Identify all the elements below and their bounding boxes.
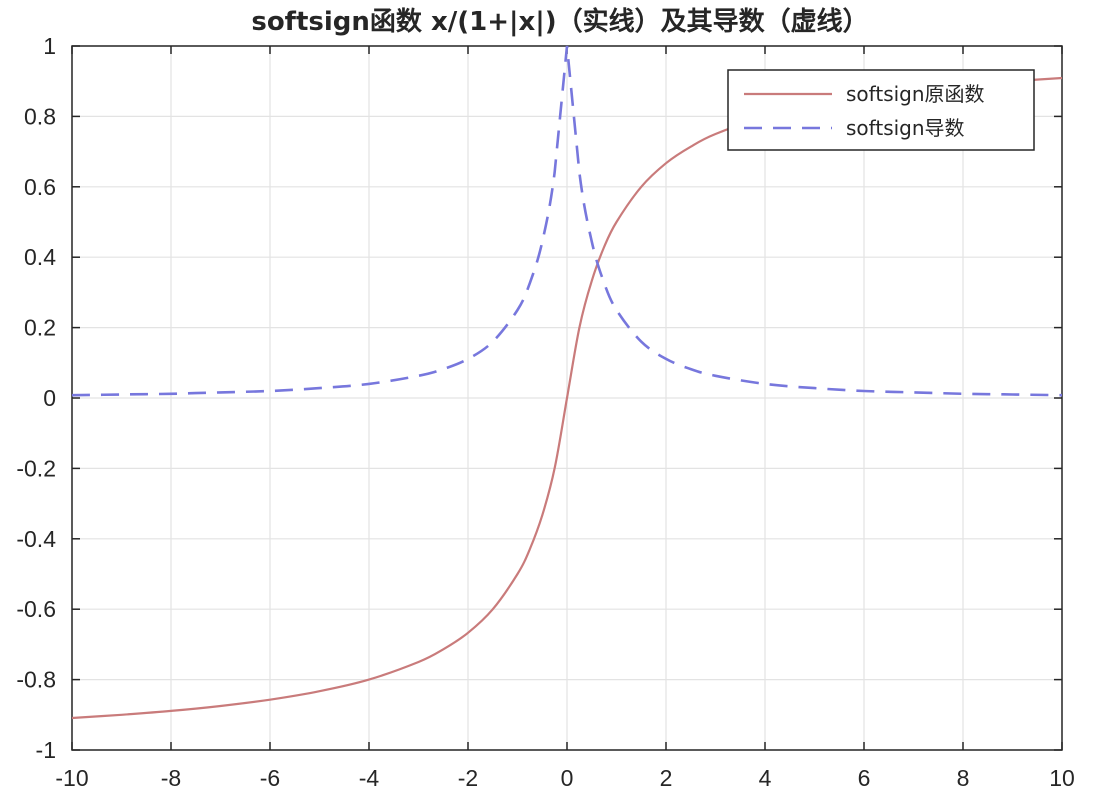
y-tick-label: 0.6: [24, 174, 56, 200]
x-tick-label: -4: [359, 765, 380, 791]
series-line-derivative: [71, 45, 1063, 397]
y-axis-tick-labels: -1 -0.8 -0.6 -0.4 -0.2 0 0.2 0.4 0.6 0.8 1: [16, 33, 56, 763]
y-tick-label: -0.4: [16, 526, 56, 552]
y-tick-label: 0.8: [24, 103, 56, 129]
y-tick-label: 0: [43, 385, 56, 411]
x-tick-label: -8: [161, 765, 181, 791]
chart-title: softsign函数 x/(1+|x|)（实线）及其导数（虚线）: [251, 6, 868, 37]
y-tick-label: 0.2: [24, 315, 56, 341]
y-tick-label: -0.8: [16, 667, 56, 693]
x-tick-label: 10: [1049, 765, 1075, 791]
legend-label-derivative: softsign导数: [846, 116, 965, 140]
y-tick-label: 0.4: [24, 244, 56, 270]
x-axis-tick-labels: -10 -8 -6 -4 -2 0 2 4 6 8 10: [55, 765, 1074, 791]
legend-label-original: softsign原函数: [846, 82, 985, 106]
y-tick-label: -0.6: [16, 596, 56, 622]
x-tick-label: 6: [858, 765, 871, 791]
x-tick-label: 8: [957, 765, 970, 791]
legend: softsign原函数 softsign导数: [727, 69, 1035, 151]
x-tick-label: -10: [55, 765, 88, 791]
x-tick-label: -6: [260, 765, 280, 791]
y-tick-label: -0.2: [16, 455, 56, 481]
y-tick-label: -1: [36, 737, 56, 763]
x-tick-label: 0: [561, 765, 574, 791]
axis-ticks: [71, 45, 1063, 751]
legend-box: [727, 69, 1035, 151]
x-tick-label: 2: [660, 765, 673, 791]
y-tick-label: 1: [43, 33, 56, 59]
x-tick-label: 4: [759, 765, 772, 791]
x-tick-label: -2: [458, 765, 478, 791]
